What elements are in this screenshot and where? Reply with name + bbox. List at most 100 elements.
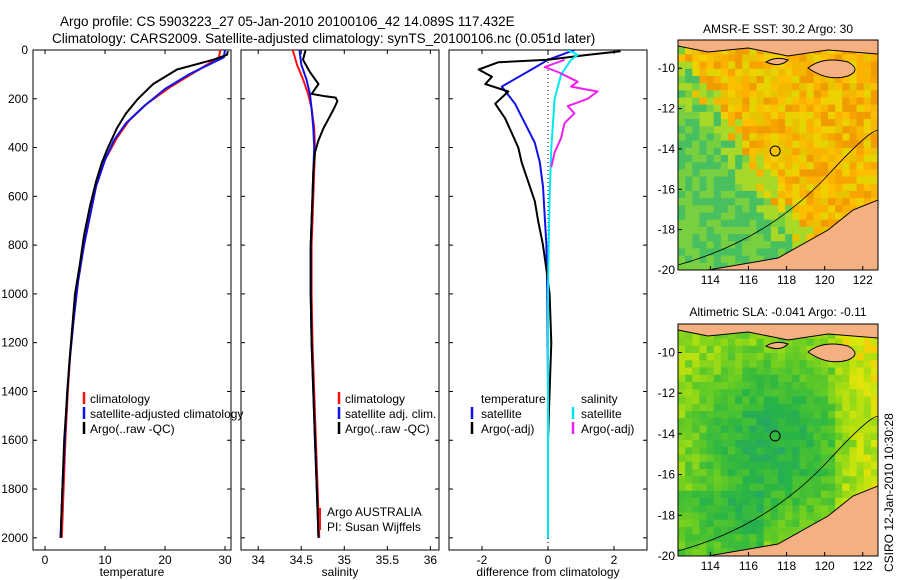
map-cell	[778, 190, 786, 199]
map-cell	[720, 367, 729, 376]
map-cell	[770, 432, 779, 441]
map-cell	[720, 241, 729, 250]
map-cell	[856, 133, 865, 142]
map-cell	[806, 440, 815, 448]
map-cell	[713, 248, 722, 257]
map-cell	[742, 183, 751, 192]
map-cell	[778, 198, 786, 206]
map-cell	[806, 205, 815, 214]
map-cell	[778, 512, 786, 521]
map-cell	[792, 396, 801, 405]
y-tick-label: 2000	[1, 531, 28, 545]
map-cell	[785, 527, 793, 535]
map-cell	[756, 241, 765, 250]
map-cell	[849, 403, 858, 412]
map-cell	[863, 345, 872, 354]
map-cell	[685, 541, 693, 550]
map-cell	[713, 147, 722, 156]
map-cell	[720, 461, 729, 470]
map-cell	[756, 338, 765, 347]
map-cell	[678, 512, 686, 521]
map-cell	[678, 447, 686, 456]
map-cell	[742, 162, 751, 170]
map-cell	[820, 432, 829, 441]
map-x-tick-label: 120	[815, 273, 835, 287]
map-cell	[863, 104, 872, 113]
map-cell	[792, 461, 801, 470]
map-cell	[692, 104, 701, 113]
map-cell	[728, 338, 736, 347]
map-cell	[699, 183, 708, 192]
map-cell	[735, 205, 743, 214]
map-cell	[763, 248, 772, 257]
map-cell	[742, 119, 751, 127]
map-cell	[849, 162, 858, 170]
map-cell	[713, 255, 722, 264]
map-cell	[713, 226, 722, 235]
map-cell	[835, 169, 843, 178]
map-cell	[742, 483, 751, 492]
map-cell	[856, 425, 865, 434]
map-cell	[699, 248, 708, 257]
map-cell	[735, 403, 743, 412]
map-cell	[742, 90, 751, 99]
map-cell	[685, 454, 693, 463]
map-cell	[770, 212, 779, 221]
map-cell	[813, 140, 822, 149]
map-cell	[863, 176, 872, 185]
map-cell	[735, 505, 743, 514]
map-cell	[856, 345, 865, 354]
map-cell	[713, 432, 722, 441]
map-cell	[828, 360, 836, 369]
map-cell	[713, 176, 722, 185]
map-cell	[735, 133, 743, 142]
map-cell	[692, 367, 701, 376]
map-cell	[713, 476, 722, 485]
map-cell	[685, 512, 693, 521]
map-cell	[799, 512, 808, 521]
map-cell	[806, 389, 815, 398]
map-cell	[828, 54, 836, 63]
map-cell	[785, 169, 793, 178]
map-cell	[806, 498, 815, 506]
map-cell	[720, 331, 729, 340]
map-cell	[799, 490, 808, 499]
x-axis-label: salinity	[322, 565, 359, 579]
map-cell	[813, 176, 822, 185]
map-cell	[792, 119, 801, 127]
map-cell	[813, 119, 822, 127]
map-cell	[842, 104, 851, 113]
map-cell	[863, 440, 872, 448]
map-x-tick-label: 118	[777, 559, 796, 573]
map-cell	[778, 119, 786, 127]
map-cell	[799, 411, 808, 419]
map-cell	[849, 476, 858, 485]
map-cell	[713, 418, 722, 427]
map-cell	[720, 90, 729, 99]
map-cell	[849, 183, 858, 192]
map-cell	[685, 205, 693, 214]
map-cell	[749, 54, 758, 63]
map-cell	[756, 248, 765, 257]
map-cell	[742, 382, 751, 390]
map-cell	[828, 75, 836, 84]
map-cell	[813, 447, 822, 456]
map-cell	[813, 476, 822, 485]
map-cell	[792, 104, 801, 113]
map-cell	[706, 418, 715, 427]
map-cell	[820, 505, 829, 514]
map-cell	[756, 90, 765, 99]
map-cell	[835, 75, 843, 84]
map-cell	[806, 234, 815, 242]
map-cell	[728, 425, 736, 434]
map-cell	[756, 527, 765, 535]
map-cell	[720, 212, 729, 221]
map-cell	[792, 126, 801, 135]
map-cell	[692, 169, 701, 178]
land-north-coast	[678, 324, 878, 341]
map-cell	[835, 190, 843, 199]
map-cell	[742, 75, 751, 84]
map-cell	[749, 241, 758, 250]
map-cell	[720, 512, 729, 521]
map-cell	[685, 126, 693, 135]
